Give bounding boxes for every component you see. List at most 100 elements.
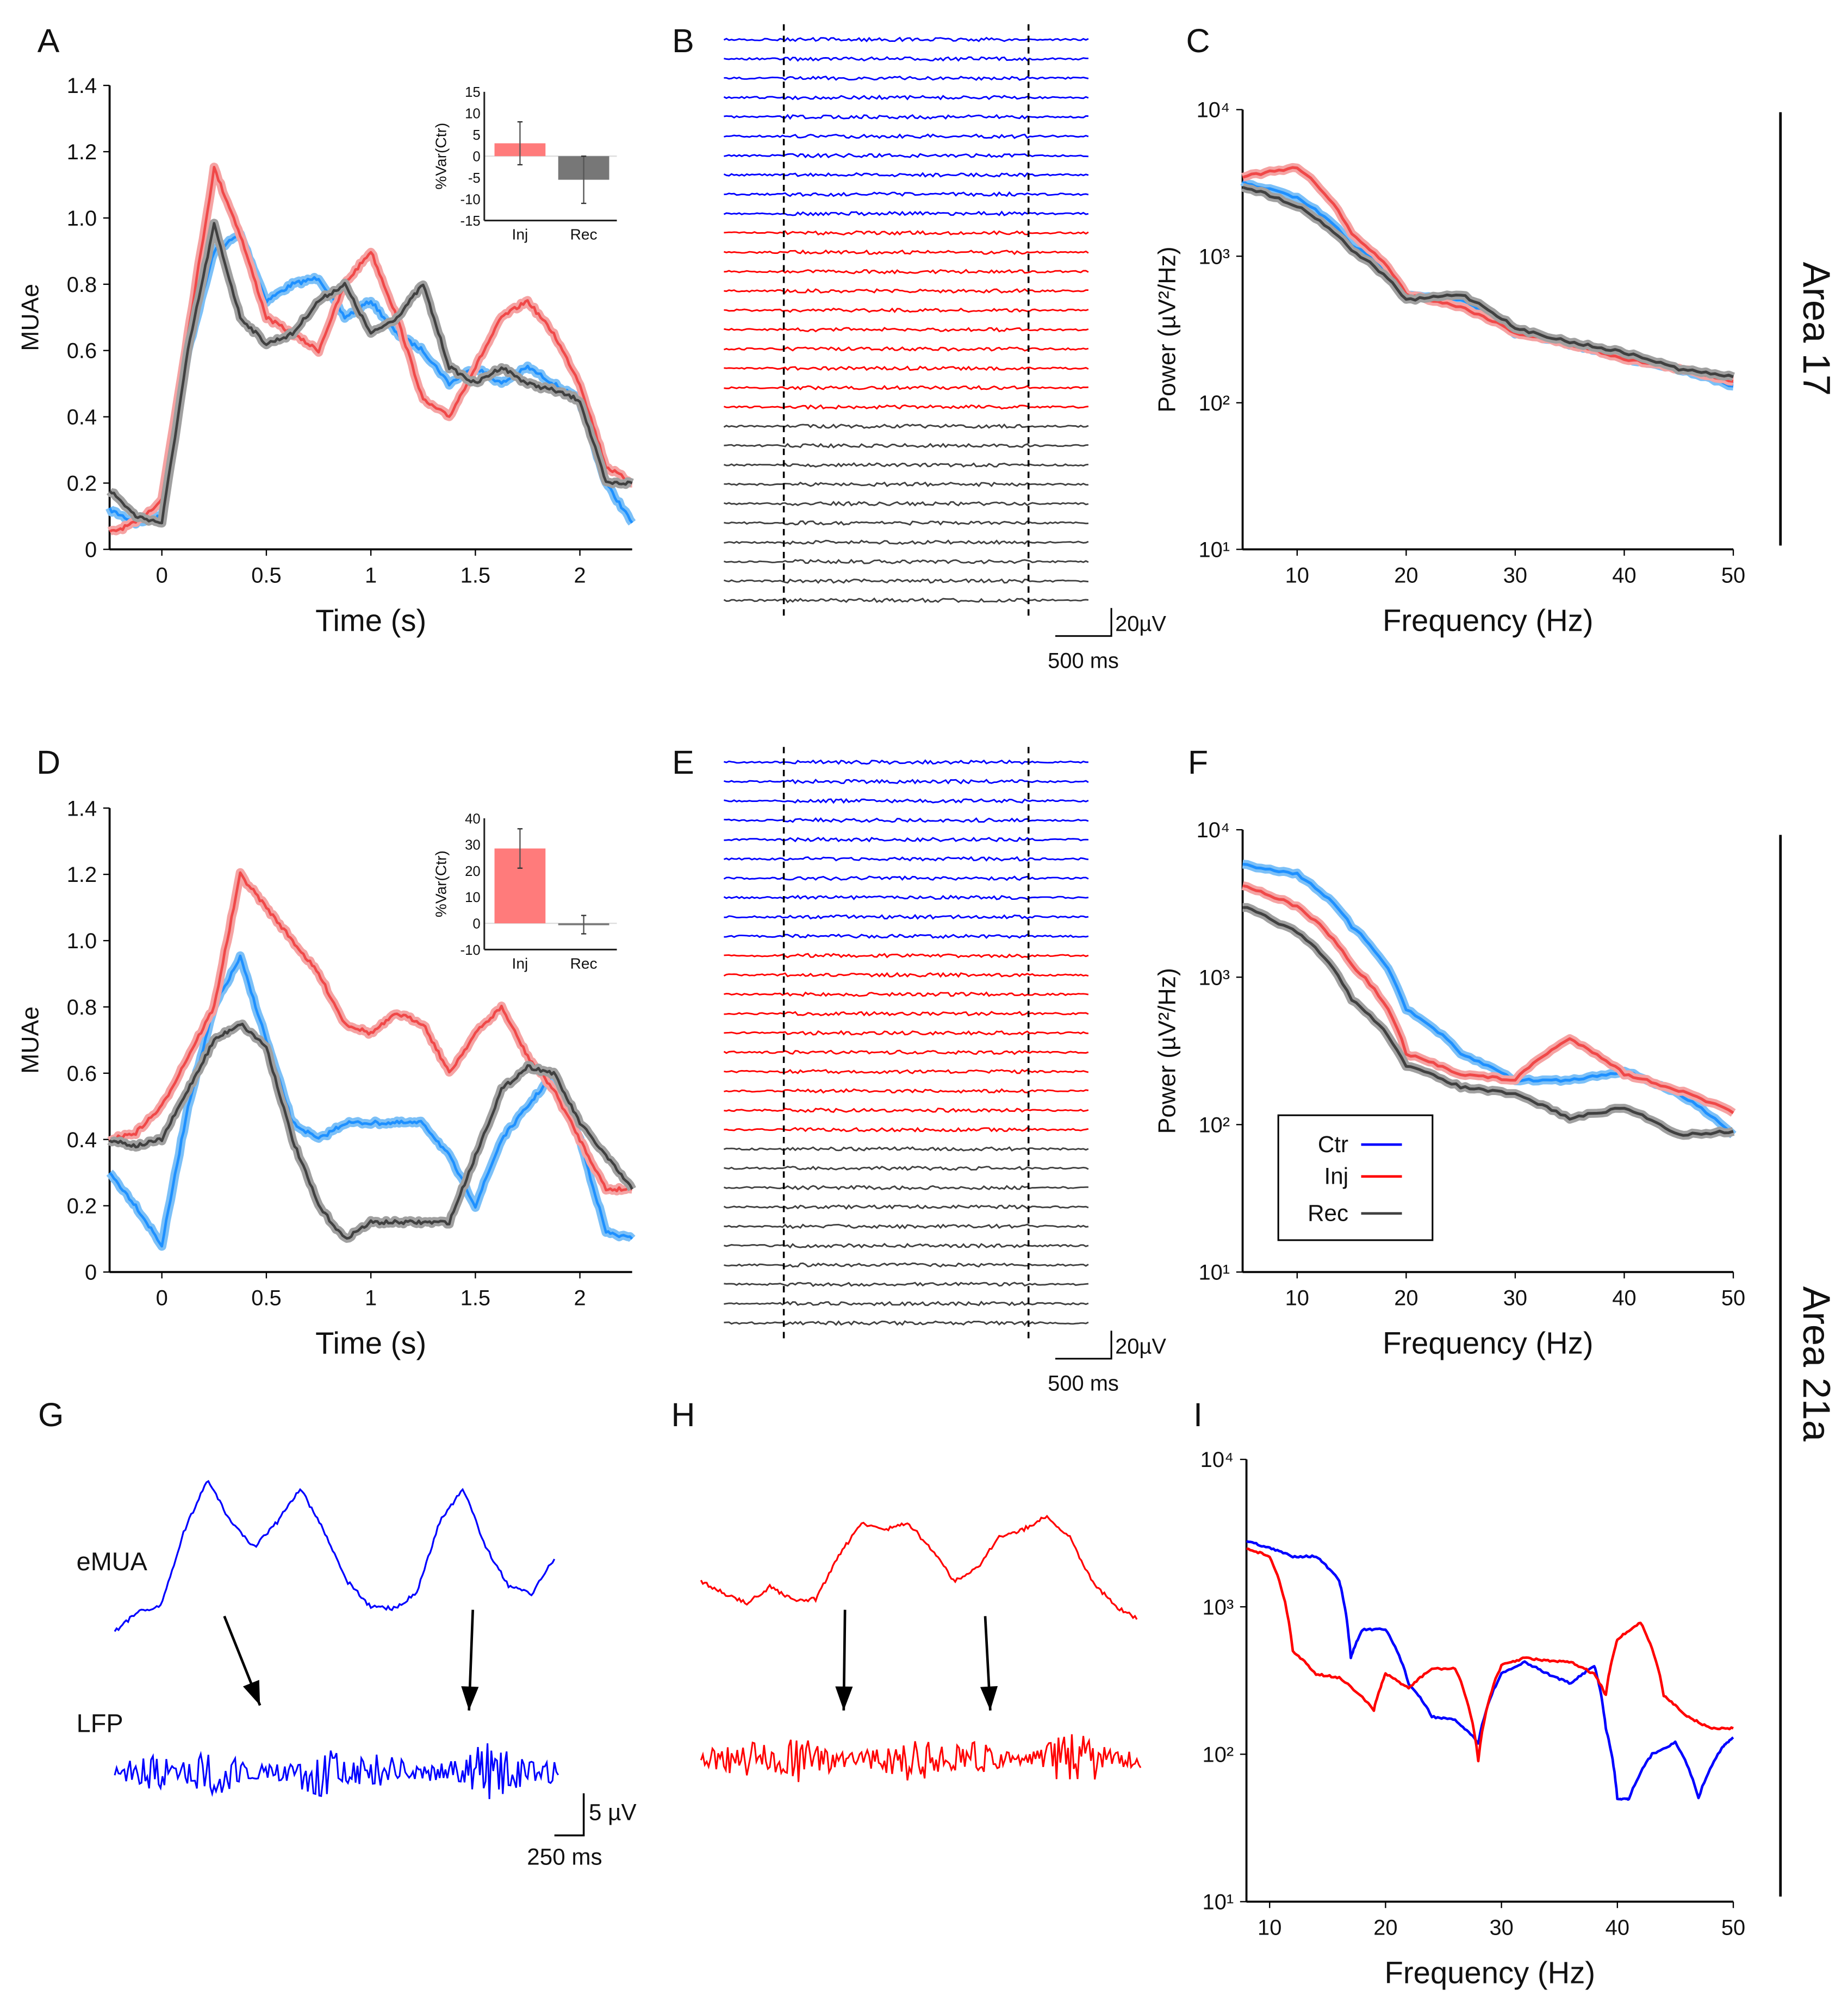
series-line-inj (109, 871, 632, 1192)
trace-rec (724, 1242, 1089, 1249)
trace-rec (723, 1204, 1089, 1210)
scale-amp-label: 5 µV (589, 1799, 637, 1825)
y-tick-label: 0.8 (67, 996, 97, 1019)
legend (1277, 1114, 1434, 1241)
y-tick-label: 10¹ (1198, 1261, 1230, 1285)
trace-ctr (724, 191, 1089, 197)
arrow-head-icon (835, 1686, 853, 1711)
x-tick-label: 1 (365, 1286, 377, 1310)
panel-g (114, 1479, 559, 1799)
trace-rec (724, 500, 1089, 507)
panel-letter-i: I (1193, 1396, 1203, 1433)
x-tick-label: 0 (156, 563, 168, 587)
trace-rec (724, 520, 1088, 526)
trace-inj (724, 1088, 1089, 1094)
area-17-label: Area 17 (1795, 262, 1838, 396)
panel-d (103, 807, 636, 1279)
trace-inj (724, 384, 1088, 390)
arrow-head-icon (242, 1680, 260, 1706)
y-tick-label: 0.4 (67, 406, 97, 430)
panel-i (1240, 1458, 1734, 1908)
trace-rec (724, 1146, 1089, 1152)
trace-ctr (724, 779, 1089, 785)
trace-inj (724, 346, 1089, 352)
trace-inj (724, 1068, 1089, 1074)
y-tick-label: 1.4 (67, 74, 97, 98)
y-tick-label: -5 (468, 171, 481, 186)
y-tick-label: 10² (1198, 1113, 1230, 1137)
y-tick-label: 10¹ (1203, 1891, 1234, 1914)
trace-rec (724, 1185, 1088, 1191)
trace-ctr (724, 76, 1089, 81)
panel-letter-e: E (672, 744, 694, 781)
y-tick-label: -10 (460, 192, 480, 207)
scale-amp-label: 20µV (1115, 1335, 1166, 1359)
y-tick-label: 10² (1198, 391, 1230, 415)
y-tick-label: 10 (465, 890, 481, 905)
trace-rec (724, 1301, 1089, 1307)
y-tick-label: 1.2 (67, 863, 97, 887)
trace-inj (723, 1049, 1089, 1055)
scale-time-label: 250 ms (527, 1844, 602, 1870)
emua-trace (114, 1479, 556, 1632)
trace-inj (724, 991, 1089, 997)
y-tick-label: 1.0 (67, 207, 97, 231)
x-axis-label: Frequency (Hz) (1383, 603, 1594, 637)
x-tick-label: 30 (1489, 1916, 1513, 1939)
x-tick-label: 20 (1373, 1916, 1397, 1939)
y-tick-label: 0 (472, 917, 480, 932)
trace-inj (724, 953, 1089, 959)
inset-bar-chart (483, 818, 617, 950)
y-tick-label: 10³ (1203, 1595, 1234, 1619)
x-tick-label: 10 (1285, 1286, 1309, 1310)
y-tick-label: -10 (460, 943, 480, 958)
y-tick-label: 10² (1203, 1743, 1234, 1767)
legend-label-rec: Rec (1308, 1201, 1348, 1226)
trace-ctr (724, 856, 1089, 862)
trace-ctr (723, 94, 1089, 101)
y-tick-label: 1.4 (67, 797, 97, 820)
panel-a (103, 84, 636, 556)
x-tick-label: 50 (1721, 563, 1745, 587)
trace-rec (724, 558, 1089, 564)
trace-rec (723, 597, 1089, 604)
x-tick-label: Rec (570, 226, 598, 243)
series-band-rec (106, 219, 634, 528)
scale-bar (554, 1793, 585, 1837)
trace-inj (723, 972, 1089, 978)
trace-ctr (724, 836, 1088, 843)
emua-trace (700, 1514, 1138, 1620)
y-axis-label: %Var(Ctr) (432, 850, 449, 917)
x-tick-label: Rec (570, 955, 598, 972)
emua-label: eMUA (77, 1547, 148, 1576)
x-tick-label: 30 (1503, 1286, 1527, 1310)
x-tick-label: 0 (156, 1286, 168, 1310)
panel-e (723, 747, 1112, 1360)
panel-f (1236, 829, 1737, 1279)
y-tick-label: 0.6 (67, 1062, 97, 1086)
series-band-rec (1242, 903, 1735, 1140)
trace-ctr (723, 894, 1089, 900)
y-tick-label: 0.6 (67, 339, 97, 363)
x-tick-label: Inj (512, 955, 528, 972)
trace-inj (724, 230, 1089, 236)
x-tick-label: 40 (1612, 1286, 1636, 1310)
y-tick-label: 0 (472, 150, 480, 165)
trace-inj (724, 404, 1089, 410)
x-tick-label: 40 (1606, 1916, 1629, 1939)
y-tick-label: 10³ (1198, 966, 1230, 990)
y-tick-label: 10³ (1198, 245, 1230, 269)
panel-letter-h: H (671, 1396, 695, 1433)
arrow-head-icon (461, 1686, 479, 1711)
x-tick-label: 20 (1394, 1286, 1418, 1310)
trace-ctr (723, 172, 1089, 178)
trace-rec (723, 423, 1089, 429)
y-tick-label: -15 (460, 214, 480, 229)
trace-inj (724, 1011, 1089, 1017)
series-line-ctr (1242, 180, 1734, 388)
panel-letter-c: C (1186, 22, 1210, 59)
trace-inj (724, 1108, 1089, 1113)
y-tick-label: 0.2 (67, 472, 97, 496)
trace-ctr (724, 133, 1089, 139)
trace-inj (724, 288, 1088, 294)
